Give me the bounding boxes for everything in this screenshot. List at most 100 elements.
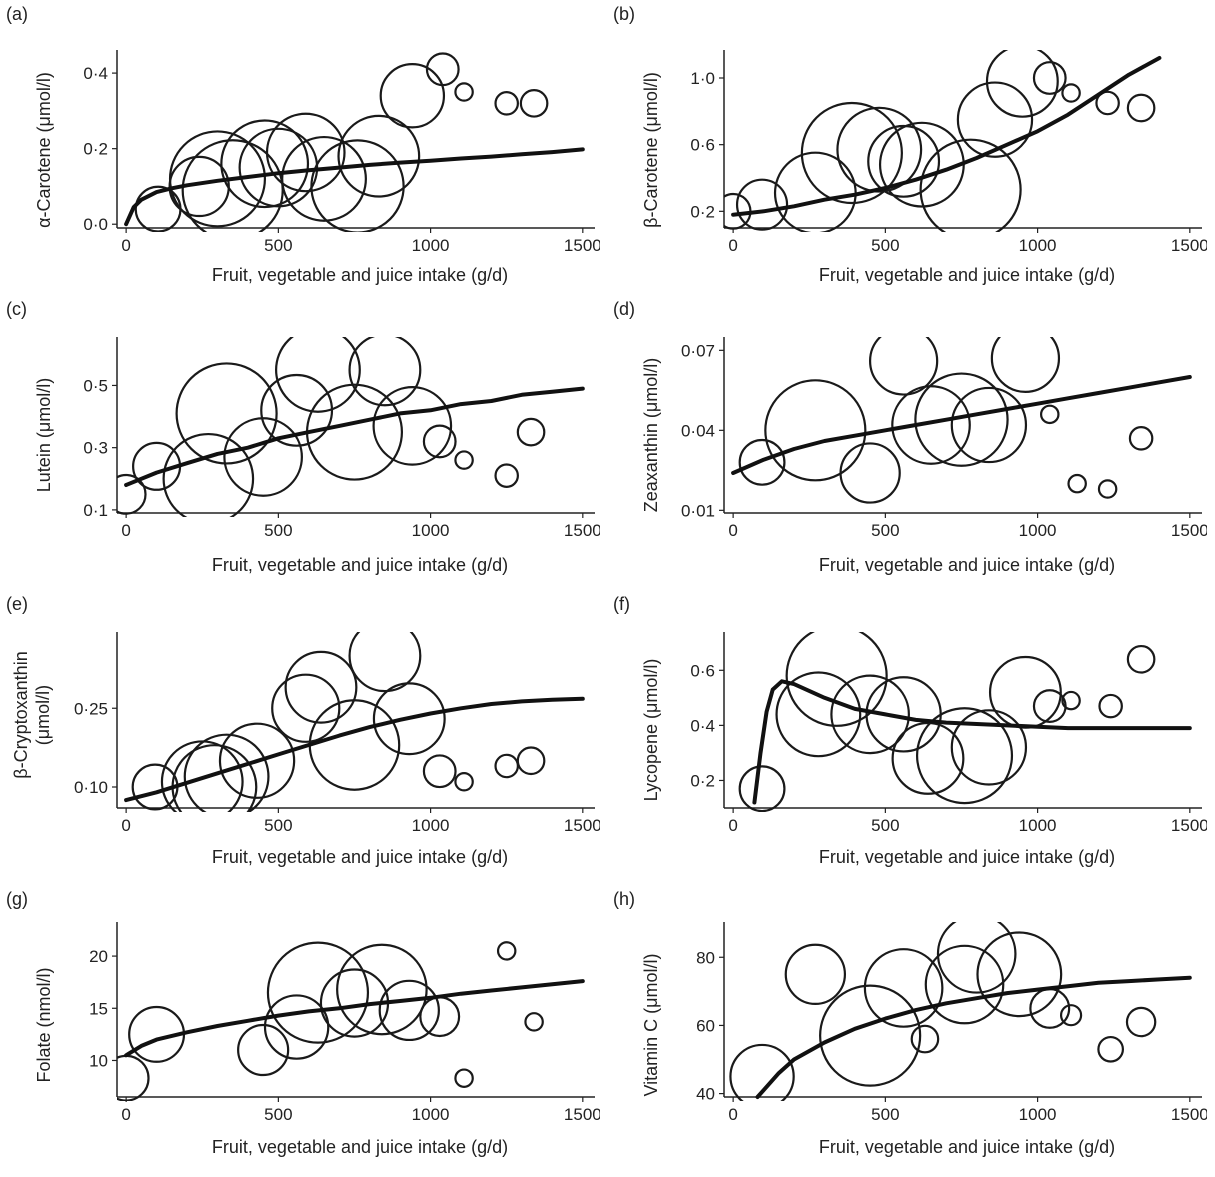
data-point (936, 922, 1017, 994)
data-point (419, 996, 461, 1038)
data-point (379, 63, 446, 129)
data-point (729, 1043, 795, 1101)
y-tick-label: 0·1 (83, 501, 108, 520)
x-tick-label: 500 (871, 1105, 899, 1124)
data-point (494, 753, 519, 779)
data-point (281, 135, 367, 222)
data-point (524, 1012, 544, 1032)
plot-area (738, 632, 1192, 812)
data-point (336, 943, 428, 1036)
data-point (891, 385, 971, 465)
x-axis-label: Fruit, vegetable and juice intake (g/d) (818, 1137, 1116, 1157)
x-tick-label: 1500 (564, 1105, 600, 1124)
y-tick-label: 0·07 (681, 341, 715, 360)
x-axis-label: Fruit, vegetable and juice intake (g/d) (818, 265, 1116, 285)
data-point (1067, 473, 1087, 494)
y-tick-label: 0·6 (690, 661, 715, 680)
fit-curve (124, 696, 585, 803)
x-tick-label: 1000 (1019, 1105, 1057, 1124)
panel-label: (c) (6, 299, 27, 319)
x-tick-label: 1500 (1171, 816, 1207, 835)
y-tick-label: 0·2 (690, 771, 715, 790)
data-point (496, 941, 517, 961)
panel-c: (c) Lutein (μmol/l) 0 500 1000 1500 0·1 0·3 0·… (0, 295, 600, 587)
y-tick-label: 0·04 (681, 421, 715, 440)
data-point (839, 442, 901, 504)
x-tick-label: 1000 (1019, 236, 1057, 255)
fit-curve (124, 386, 585, 487)
x-tick-label: 500 (871, 816, 899, 835)
y-tick-label: 10 (89, 1051, 108, 1070)
x-tick-label: 1500 (564, 816, 600, 835)
data-point (266, 941, 370, 1044)
x-tick-label: 500 (264, 236, 292, 255)
panel-label: (g) (6, 889, 28, 909)
y-tick-label: 0·6 (690, 136, 715, 155)
data-point (1098, 693, 1123, 719)
x-axis-label: Fruit, vegetable and juice intake (g/d) (211, 265, 509, 285)
x-axis-label: Fruit, vegetable and juice intake (g/d) (211, 555, 509, 575)
panel-f: (f) Lycopene (μmol/l) 0 500 1000 1500 0·2 0·4… (607, 590, 1207, 882)
data-point (773, 151, 857, 232)
plot-area (124, 632, 585, 812)
data-point (183, 733, 270, 812)
data-point (990, 337, 1061, 393)
data-point (1126, 93, 1156, 123)
data-point (422, 424, 457, 459)
data-point (988, 655, 1062, 729)
data-point (1097, 1035, 1125, 1063)
y-tick-label: 0·5 (83, 376, 108, 395)
data-point (372, 682, 446, 756)
y-tick-label: 40 (696, 1085, 715, 1104)
y-tick-label: 0·3 (83, 439, 108, 458)
data-point (775, 671, 862, 758)
data-point (220, 119, 310, 209)
y-tick-label: 0·01 (681, 501, 715, 520)
data-point (117, 473, 147, 515)
data-point (175, 362, 278, 465)
data-point (784, 943, 847, 1005)
data-point (735, 178, 789, 231)
data-point (891, 721, 965, 795)
data-point (924, 944, 1005, 1025)
panel-e: (e) β-Cryptoxanthin (μmol/l) 0 500 1000 150… (0, 590, 600, 882)
y-tick-label: 0·10 (74, 778, 108, 797)
data-point (310, 139, 405, 232)
panel-label: (f) (613, 594, 630, 614)
x-tick-label: 500 (871, 236, 899, 255)
data-point (1128, 426, 1154, 451)
x-tick-label: 0 (728, 521, 737, 540)
data-point (950, 386, 1028, 464)
data-point (985, 50, 1059, 118)
plot-area (724, 50, 1162, 232)
data-point (519, 89, 549, 118)
data-point (454, 82, 474, 102)
x-tick-label: 1000 (1019, 521, 1057, 540)
y-tick-label: 80 (696, 948, 715, 967)
fit-curve (731, 375, 1192, 475)
x-tick-label: 500 (264, 521, 292, 540)
plot-area (117, 941, 585, 1101)
panel-label: (a) (6, 4, 28, 24)
chart-plot: 0 500 1000 1500 0·01 0·04 0·07 (681, 337, 1207, 540)
data-point (868, 337, 939, 396)
y-tick-label: 20 (89, 947, 108, 966)
x-tick-label: 500 (264, 816, 292, 835)
fit-curve (752, 679, 1192, 805)
data-point (738, 438, 786, 486)
data-point (830, 674, 910, 755)
chart-plot: 0 500 1000 1500 0·2 0·6 1·0 (690, 50, 1207, 255)
plot-area (729, 922, 1192, 1101)
x-axis-label: Fruit, vegetable and juice intake (g/d) (818, 555, 1116, 575)
data-point (494, 463, 519, 488)
fit-curve (731, 56, 1162, 217)
x-axis-label: Fruit, vegetable and juice intake (g/d) (211, 1137, 509, 1157)
data-point (372, 386, 453, 466)
x-axis-label: Fruit, vegetable and juice intake (g/d) (818, 847, 1116, 867)
data-point (976, 931, 1063, 1018)
panel-a: (a) α-Carotene (μmol/l) 0 500 1000 1500 0·0 0… (0, 0, 600, 292)
data-point (305, 383, 404, 481)
x-tick-label: 1500 (564, 236, 600, 255)
y-tick-label: 15 (89, 999, 108, 1018)
chart-plot: 0 500 1000 1500 40 60 80 (696, 922, 1207, 1124)
